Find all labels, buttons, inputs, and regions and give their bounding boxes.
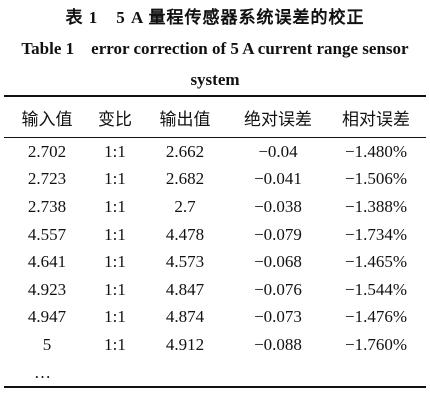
- data-table: 输入值 变比 输出值 绝对误差 相对误差 2.702 1:1 2.662 −0.04 −1.48…: [4, 95, 426, 389]
- header-cell: 变比: [90, 96, 140, 138]
- table-row: 4.557 1:1 4.478 −0.079 −1.734%: [4, 221, 426, 249]
- table-cell: 4.847: [165, 279, 205, 299]
- table-cell: −0.079: [254, 224, 302, 244]
- table-cell: −0.041: [254, 169, 302, 189]
- table-cell: −1.506%: [345, 169, 407, 189]
- table-row: 2.723 1:1 2.682 −0.041 −1.506%: [4, 166, 426, 194]
- table-cell: 2.723: [27, 169, 67, 189]
- table-cell: 4.478: [165, 224, 205, 244]
- table-cell: 1:1: [104, 196, 126, 216]
- table-cell: 1:1: [104, 252, 126, 272]
- table-cell: 4.573: [165, 252, 205, 272]
- table-cell: −0.088: [254, 334, 302, 354]
- table-cell: 1:1: [104, 169, 126, 189]
- header-cell: 输入值: [4, 96, 90, 138]
- header-row: 输入值 变比 输出值 绝对误差 相对误差: [4, 96, 426, 138]
- table-cell: −1.465%: [345, 252, 407, 272]
- header-cell: 相对误差: [326, 96, 426, 138]
- continuation-cell: …: [34, 362, 51, 382]
- table-cell: −1.760%: [345, 334, 407, 354]
- table-body: 2.702 1:1 2.662 −0.04 −1.480% 2.723 1:1 2.682 −0…: [4, 138, 426, 388]
- table-cell: 2.738: [27, 196, 67, 216]
- table-row: 2.738 1:1 2.7 −0.038 −1.388%: [4, 193, 426, 221]
- table-cell: 2.702: [27, 141, 67, 161]
- table-cell: 4.912: [165, 334, 205, 354]
- table-cell: −1.480%: [345, 141, 407, 161]
- table-cell: −0.038: [254, 196, 302, 216]
- table-row: 4.641 1:1 4.573 −0.068 −1.465%: [4, 248, 426, 276]
- table-cell: −0.076: [254, 279, 302, 299]
- table-cell: 4.947: [27, 307, 67, 327]
- table-title: 表 1 5 A 量程传感器系统误差的校正: [65, 8, 365, 27]
- table-cell: 2.7: [174, 196, 196, 216]
- table-cell: 4.923: [27, 279, 67, 299]
- table-cell: 1:1: [104, 307, 126, 327]
- table-cell: 4.641: [27, 252, 67, 272]
- table-row: 4.923 1:1 4.847 −0.076 −1.544%: [4, 276, 426, 304]
- table-cell: −0.073: [254, 307, 302, 327]
- table-cell: −1.544%: [345, 279, 407, 299]
- table-row: 5 1:1 4.912 −0.088 −1.760%: [4, 331, 426, 359]
- header-cell: 绝对误差: [230, 96, 326, 138]
- table-cell: 5: [42, 334, 52, 354]
- table-cell: −1.388%: [345, 196, 407, 216]
- table-cell: 1:1: [104, 141, 126, 161]
- table-cell: −0.04: [258, 141, 298, 161]
- table-cell: 1:1: [104, 279, 126, 299]
- table-cell: 4.874: [165, 307, 205, 327]
- table-cell: 2.662: [165, 141, 205, 161]
- table-cell: 1:1: [104, 334, 126, 354]
- table-row: 4.947 1:1 4.874 −0.073 −1.476%: [4, 304, 426, 332]
- table-cell: 1:1: [104, 224, 126, 244]
- table-row: 2.702 1:1 2.662 −0.04 −1.480%: [4, 138, 426, 166]
- table-cell: −1.734%: [345, 224, 407, 244]
- header-cell: 输出值: [140, 96, 230, 138]
- table-cell: −0.068: [254, 252, 302, 272]
- table-cell: −1.476%: [345, 307, 407, 327]
- table-subtitle: Table 1 error correction of 5 A current …: [21, 39, 409, 89]
- table-row: …: [4, 359, 426, 388]
- table-cell: 2.682: [165, 169, 205, 189]
- table-cell: 4.557: [27, 224, 67, 244]
